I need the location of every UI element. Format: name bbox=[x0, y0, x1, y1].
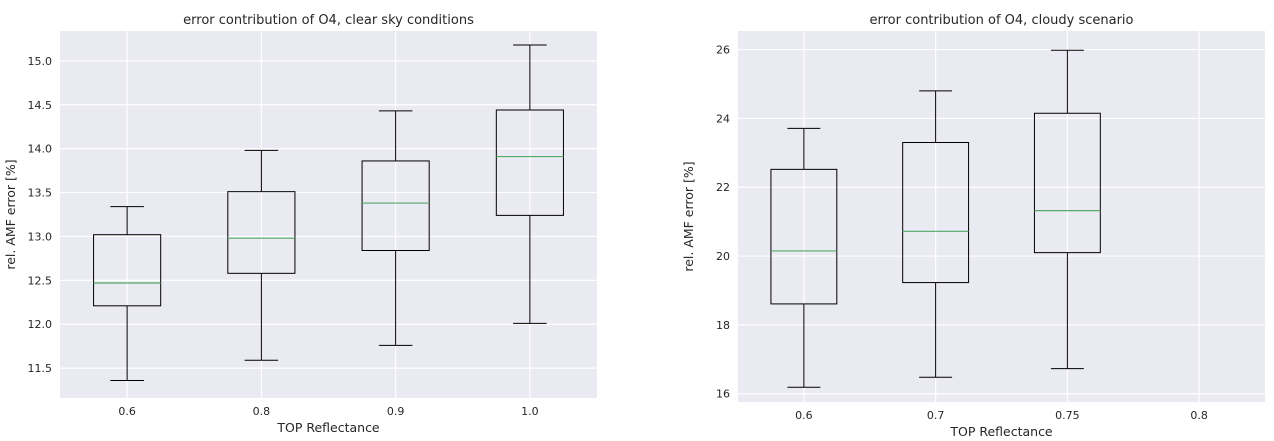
right-x-tick-label: 0.7 bbox=[927, 409, 945, 422]
left-boxes bbox=[93, 44, 564, 381]
left-box-2 bbox=[361, 110, 430, 346]
left-y-tick-label: 14.5 bbox=[28, 99, 53, 112]
left-y-tick-label: 13.0 bbox=[28, 230, 53, 243]
right-y-axis-label: rel. AMF error [%] bbox=[681, 161, 696, 271]
iqr-box bbox=[361, 160, 430, 251]
iqr-box bbox=[495, 109, 564, 216]
right-y-ticks: 16 18 20 22 24 26 bbox=[716, 44, 730, 401]
right-box-0 bbox=[770, 127, 838, 388]
right-chart-title: error contribution of O4, cloudy scenari… bbox=[869, 13, 1133, 28]
left-y-tick-label: 11.5 bbox=[28, 362, 53, 375]
right-x-axis-label: TOP Reflectance bbox=[949, 424, 1053, 439]
left-y-tick-label: 14.0 bbox=[28, 143, 53, 156]
right-x-ticks: 0.6 0.7 0.75 0.8 bbox=[795, 409, 1208, 422]
right-y-tick-label: 26 bbox=[716, 44, 730, 57]
right-y-tick-label: 18 bbox=[716, 319, 730, 332]
left-box-0 bbox=[93, 206, 162, 381]
right-y-tick-label: 24 bbox=[716, 112, 730, 125]
right-x-tick-label: 0.6 bbox=[795, 409, 813, 422]
left-y-tick-label: 13.5 bbox=[28, 187, 53, 200]
left-x-tick-label: 0.9 bbox=[387, 405, 405, 418]
left-x-tick-label: 0.6 bbox=[118, 405, 136, 418]
right-y-tick-label: 16 bbox=[716, 388, 730, 401]
right-x-tick-label: 0.75 bbox=[1055, 409, 1080, 422]
left-x-ticks: 0.6 0.8 0.9 1.0 bbox=[118, 405, 538, 418]
iqr-box bbox=[1033, 112, 1101, 254]
right-box-1 bbox=[902, 90, 970, 378]
left-x-tick-label: 0.8 bbox=[253, 405, 271, 418]
left-plot-area bbox=[60, 31, 597, 398]
right-y-tick-label: 22 bbox=[716, 181, 730, 194]
iqr-box bbox=[93, 234, 162, 307]
right-chart: 16 18 20 22 24 26 0.6 0.7 0.75 0.8 error contrib… bbox=[681, 13, 1265, 439]
right-x-tick-label: 0.8 bbox=[1190, 409, 1208, 422]
left-chart: 11.512.012.513.013.514.014.515.0 0.6 0.8 0… bbox=[3, 13, 597, 435]
iqr-box bbox=[770, 168, 838, 305]
left-x-axis-label: TOP Reflectance bbox=[276, 420, 380, 435]
left-y-ticks: 11.5 12.0 12.5 13.0 13.5 14.0 14.5 15.0 bbox=[28, 55, 53, 375]
left-y-tick-label: 15.0 bbox=[28, 55, 53, 68]
left-x-tick-label: 1.0 bbox=[521, 405, 539, 418]
left-y-tick-label: 12.0 bbox=[28, 318, 53, 331]
right-plot-area bbox=[738, 31, 1265, 402]
left-chart-title: error contribution of O4, clear sky cond… bbox=[183, 13, 474, 28]
iqr-box bbox=[227, 191, 296, 274]
left-y-tick-label: 12.5 bbox=[28, 274, 53, 287]
left-box-3 bbox=[495, 44, 564, 324]
right-boxes bbox=[770, 49, 1101, 388]
left-box-1 bbox=[227, 149, 296, 361]
right-box-2 bbox=[1033, 49, 1101, 370]
iqr-box bbox=[902, 142, 970, 284]
right-y-tick-label: 20 bbox=[716, 250, 730, 263]
left-y-axis-label: rel. AMF error [%] bbox=[3, 159, 18, 269]
